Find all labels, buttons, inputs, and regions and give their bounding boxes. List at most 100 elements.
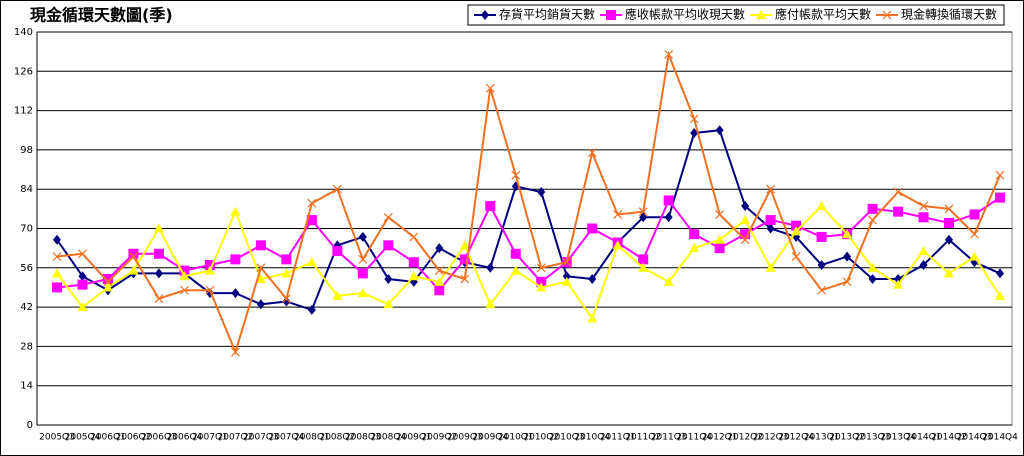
marker — [944, 204, 954, 214]
marker — [740, 229, 751, 240]
marker — [383, 299, 394, 309]
x-tick-label: 2006Q3 — [141, 433, 177, 443]
marker — [689, 229, 700, 240]
marker — [53, 234, 61, 245]
marker — [765, 215, 776, 226]
marker — [204, 259, 215, 270]
x-tick-label: 2008Q4 — [370, 433, 406, 443]
marker — [740, 215, 751, 225]
marker — [78, 249, 87, 259]
x-tick-label: 2012Q1 — [702, 433, 738, 443]
marker — [281, 268, 292, 278]
marker — [791, 226, 802, 236]
marker — [358, 231, 367, 242]
marker — [52, 252, 62, 261]
marker — [816, 231, 827, 242]
x-tick-label: 2009Q3 — [447, 433, 483, 443]
marker — [434, 285, 445, 296]
marker — [153, 223, 164, 233]
marker — [714, 234, 725, 244]
x-tick-label: 2010Q1 — [498, 433, 534, 443]
marker — [740, 235, 750, 245]
marker — [969, 209, 980, 220]
x-tick-label: 2013Q1 — [804, 433, 840, 443]
marker — [766, 223, 775, 234]
series — [52, 50, 1005, 357]
y-tick-label: 0 — [27, 420, 33, 431]
marker — [180, 285, 189, 295]
x-tick-label: 2010Q2 — [523, 433, 559, 443]
marker — [306, 257, 317, 267]
marker — [281, 294, 291, 304]
marker — [460, 274, 470, 284]
marker — [945, 234, 954, 245]
marker — [78, 271, 87, 282]
marker — [536, 282, 547, 292]
marker — [817, 285, 827, 295]
marker — [52, 268, 62, 278]
marker — [944, 217, 955, 228]
marker — [562, 257, 572, 267]
marker — [970, 229, 979, 239]
marker — [332, 245, 343, 256]
marker — [996, 268, 1004, 279]
marker — [843, 251, 852, 262]
x-tick-label: 2009Q1 — [396, 433, 432, 443]
marker — [153, 248, 164, 259]
marker — [103, 277, 113, 287]
x-tick-label: 2010Q4 — [574, 433, 610, 443]
x-tick-label: 2012Q3 — [753, 433, 789, 443]
chart-title: 現金循環天數圖(季) — [30, 6, 173, 25]
marker — [485, 201, 496, 212]
x-tick-label: 2010Q3 — [549, 433, 585, 443]
marker — [256, 299, 265, 310]
marker — [791, 220, 802, 231]
marker — [357, 268, 368, 279]
marker — [434, 276, 445, 286]
y-tick-label: 42 — [20, 302, 33, 313]
marker — [332, 184, 342, 194]
marker — [435, 243, 444, 254]
marker — [434, 266, 444, 276]
marker — [408, 271, 419, 281]
marker — [587, 148, 597, 158]
marker — [230, 206, 241, 216]
marker — [536, 276, 547, 287]
y-tick-label: 14 — [20, 381, 33, 392]
marker — [357, 288, 368, 298]
marker — [510, 265, 521, 275]
marker — [868, 215, 877, 225]
legend-label: 存貨平均銷貨天數 — [499, 7, 595, 22]
marker — [230, 347, 240, 357]
y-tick-label: 112 — [14, 106, 33, 117]
marker — [817, 259, 826, 270]
marker — [306, 215, 317, 226]
marker — [384, 274, 393, 285]
x-tick-label: 2006Q1 — [90, 433, 126, 443]
y-tick-label: 84 — [20, 184, 33, 195]
marker — [867, 203, 878, 214]
marker — [893, 187, 903, 197]
legend-label: 現金轉換循環天數 — [901, 7, 997, 22]
marker — [588, 274, 597, 285]
x-tick-label: 2007Q4 — [269, 433, 305, 443]
marker — [893, 206, 904, 217]
legend-label: 應付帳款平均天數 — [775, 7, 871, 22]
marker — [587, 223, 598, 234]
marker — [179, 265, 190, 276]
marker — [842, 277, 852, 287]
marker — [358, 254, 368, 264]
marker — [204, 265, 215, 275]
marker — [205, 285, 215, 295]
marker — [282, 296, 291, 307]
marker — [868, 274, 877, 285]
marker — [765, 262, 776, 272]
marker — [128, 265, 139, 275]
marker — [408, 257, 419, 268]
marker — [281, 254, 292, 265]
x-tick-label: 2013Q4 — [880, 433, 916, 443]
series-line — [56, 204, 1001, 321]
series — [52, 201, 1005, 323]
marker — [179, 271, 190, 281]
